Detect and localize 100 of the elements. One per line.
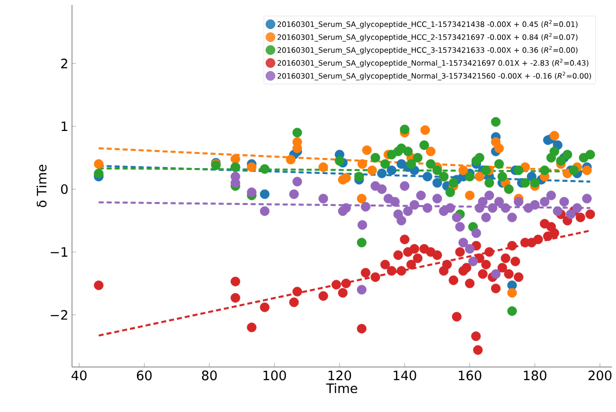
point [530,178,540,188]
point [550,130,560,141]
point [377,168,387,178]
y-tick-label: 0 [61,184,68,194]
y-tick-label: 1 [62,122,68,132]
point [410,200,420,210]
point [432,194,442,204]
point [507,212,517,222]
x-tick-label: 140 [394,370,416,380]
point [572,203,582,213]
point [419,140,429,150]
point [370,152,380,163]
point [507,288,517,298]
point [491,269,501,279]
y-axis-title: δ Time [36,164,47,208]
point [484,178,494,188]
point [458,238,468,248]
point [289,189,299,199]
x-tick-label: 80 [202,370,217,380]
point [478,196,488,207]
point [426,159,436,169]
point [530,200,540,210]
point [514,196,524,207]
x-tick-label: 60 [136,370,152,380]
x-axis-title: Time [326,383,358,394]
point [582,165,592,176]
point [468,256,478,266]
point [448,178,458,188]
point [569,165,579,176]
point [396,216,406,226]
point [546,190,556,200]
y-tick-label: 2 [61,58,68,68]
point [494,143,504,154]
point [488,203,498,213]
point [386,165,396,176]
point [260,206,270,216]
point [432,165,442,176]
point [334,156,344,166]
point [406,159,416,169]
point [260,164,270,174]
point [445,203,456,213]
point [341,203,351,213]
point [230,154,240,164]
point [484,190,494,200]
point [464,244,475,254]
point [341,173,351,183]
point [445,187,456,198]
point [94,159,104,169]
point [562,150,572,160]
x-tick-label: 40 [72,370,87,380]
point [412,152,422,163]
point [356,238,366,248]
point [400,124,410,134]
point [582,194,592,204]
point [246,187,256,198]
point [420,125,430,135]
point [556,156,566,166]
point [367,165,377,176]
point [422,172,432,182]
point [362,145,372,155]
point [540,196,550,207]
x-tick-label: 120 [328,370,352,380]
point [360,202,370,212]
point [520,178,530,188]
point [474,152,484,163]
point [356,284,366,294]
point [471,228,482,238]
point [403,206,413,216]
point [474,172,484,182]
point [403,146,413,156]
point [422,203,432,213]
x-tick-label: 160 [458,370,482,380]
point [494,196,504,207]
point [377,184,387,194]
point [552,206,562,216]
point [260,189,270,199]
y-tick-label: −2 [50,310,68,320]
point [230,172,240,182]
point [491,117,501,127]
point [514,165,524,176]
point [585,150,595,160]
point [507,306,517,316]
point [432,178,442,188]
point [400,181,410,191]
point [458,165,468,176]
point [559,196,569,207]
y-tick-label: −1 [50,247,68,257]
point [455,222,465,232]
point [500,203,510,213]
point [358,159,368,169]
point [464,190,475,200]
point [292,176,302,186]
point [481,165,491,176]
point [426,146,436,156]
point [464,172,475,182]
point [358,220,368,230]
point [452,212,462,222]
x-tick-label: 200 [588,370,612,380]
point [550,146,560,156]
x-tick-label: 180 [524,370,546,380]
